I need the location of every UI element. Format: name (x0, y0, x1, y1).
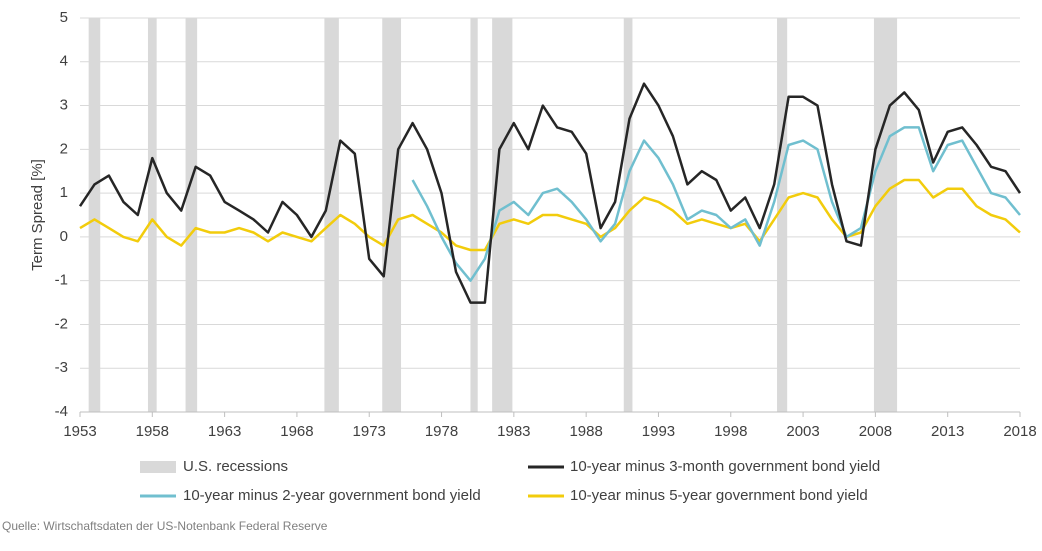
y-tick-label: 4 (60, 53, 68, 70)
legend-label: 10-year minus 3-month government bond yi… (570, 458, 880, 475)
x-tick-label: 1978 (425, 423, 458, 440)
y-tick-label: -1 (55, 272, 68, 289)
y-tick-label: 3 (60, 97, 68, 114)
recession-band (470, 18, 478, 412)
recession-band (185, 18, 198, 412)
recession-band (777, 18, 788, 412)
y-tick-label: -4 (55, 403, 68, 420)
x-tick-label: 1998 (714, 423, 747, 440)
series-line (411, 126, 1021, 282)
legend-label: 10-year minus 2-year government bond yie… (183, 487, 481, 504)
x-tick-label: 1983 (497, 423, 530, 440)
x-tick-label: 1963 (208, 423, 241, 440)
x-tick-label: 1973 (353, 423, 386, 440)
legend-label: 10-year minus 5-year government bond yie… (570, 487, 868, 504)
x-tick-label: 1953 (63, 423, 96, 440)
recession-band (492, 18, 513, 412)
source-note: Quelle: Wirtschaftsdaten der US-Notenban… (2, 519, 328, 533)
x-tick-label: 2003 (786, 423, 819, 440)
series-line (78, 82, 1022, 304)
y-tick-label: 1 (60, 184, 68, 201)
recession-band (873, 18, 898, 412)
y-tick-label: 0 (60, 228, 68, 245)
legend-label: U.S. recessions (183, 458, 288, 475)
x-tick-label: 1968 (280, 423, 313, 440)
x-tick-label: 1993 (642, 423, 675, 440)
recession-band (147, 18, 157, 412)
y-tick-label: 2 (60, 140, 68, 157)
x-tick-label: 2013 (931, 423, 964, 440)
recession-band (623, 18, 633, 412)
recession-band (88, 18, 101, 412)
x-tick-label: 1958 (136, 423, 169, 440)
y-tick-label: -2 (55, 315, 68, 332)
x-tick-label: 1988 (569, 423, 602, 440)
x-tick-label: 2008 (859, 423, 892, 440)
recession-band (324, 18, 339, 412)
y-axis-label: Term Spread [%] (29, 159, 46, 271)
x-tick-label: 2018 (1003, 423, 1036, 440)
y-tick-label: 5 (60, 9, 68, 26)
legend-swatch (140, 461, 176, 473)
y-tick-label: -3 (55, 359, 68, 376)
